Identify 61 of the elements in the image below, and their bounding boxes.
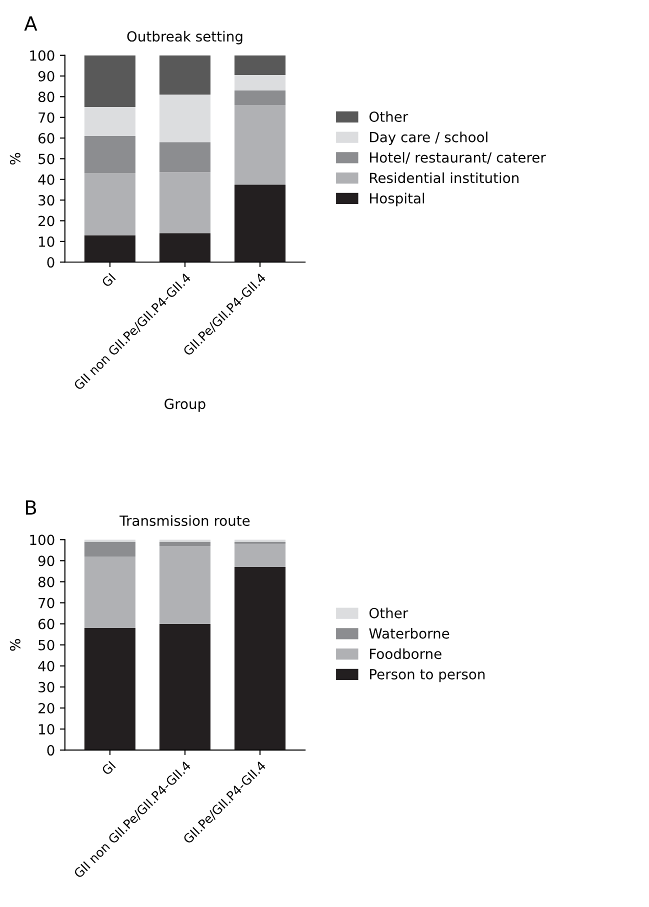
- y-tick-label: 60: [38, 133, 54, 144]
- bar: [234, 104, 286, 185]
- bar: [159, 233, 210, 262]
- bar: [84, 173, 136, 236]
- bar: [84, 556, 136, 628]
- legend-label: Hospital: [370, 192, 424, 206]
- y-tick-label: 0: [47, 745, 54, 756]
- chart-title: Transmission route: [120, 515, 250, 526]
- y-tick-label: 20: [38, 702, 54, 714]
- bar: [234, 74, 286, 90]
- bar: [234, 90, 286, 105]
- text: A: [24, 16, 38, 31]
- y-tick-label: 100: [30, 534, 54, 546]
- legend-label: Day care / school: [370, 132, 488, 146]
- bar: [159, 142, 210, 172]
- y-tick-label: 30: [38, 195, 54, 206]
- y-tick-label: 70: [38, 112, 54, 123]
- bar: [234, 55, 286, 75]
- y-tick-label: 0: [47, 257, 54, 268]
- legend-label: Waterborne: [369, 628, 450, 639]
- legend-label: Foodborne: [370, 648, 442, 660]
- y-tick-label: 90: [38, 556, 54, 566]
- bar: [234, 184, 286, 262]
- bar: [159, 172, 210, 234]
- bar: [159, 94, 210, 142]
- y-tick-label: 10: [39, 236, 54, 247]
- legend-label: Other: [369, 608, 408, 618]
- y-axis-title: %: [10, 152, 20, 165]
- bar: [84, 235, 136, 262]
- y-tick-label: 20: [38, 216, 54, 226]
- bar: [84, 628, 136, 750]
- y-tick-label: 80: [38, 92, 54, 102]
- bar: [84, 542, 136, 556]
- x-axis-title: Group: [164, 398, 206, 412]
- y-tick-label: 40: [38, 660, 54, 672]
- bar: [84, 136, 136, 174]
- y-tick-label: 50: [38, 154, 54, 164]
- y-tick-label: 70: [38, 598, 54, 608]
- y-tick-label: 30: [38, 682, 54, 692]
- bar: [84, 107, 136, 136]
- text: B: [26, 500, 36, 515]
- y-tick-label: 10: [39, 724, 54, 735]
- bar: [234, 544, 286, 568]
- y-tick-label: 60: [38, 618, 54, 630]
- legend-label: Other: [369, 111, 408, 122]
- y-axis-title: %: [10, 639, 20, 651]
- bar: [159, 542, 210, 546]
- y-tick-label: 50: [38, 640, 54, 650]
- bar: [159, 55, 210, 95]
- legend-label: Person to person: [370, 669, 485, 682]
- bar: [159, 624, 210, 750]
- legend-label: Hotel/ restaurant/ caterer: [370, 152, 546, 164]
- y-tick-label: 40: [38, 174, 54, 185]
- legend-label: Residential institution: [370, 172, 518, 184]
- bar: [159, 546, 210, 624]
- y-tick-label: 80: [38, 576, 54, 588]
- bar: [234, 567, 286, 750]
- chart-title: Outbreak setting: [127, 30, 242, 44]
- y-tick-label: 90: [38, 70, 54, 82]
- bar: [84, 55, 136, 108]
- y-tick-label: 100: [30, 50, 54, 61]
